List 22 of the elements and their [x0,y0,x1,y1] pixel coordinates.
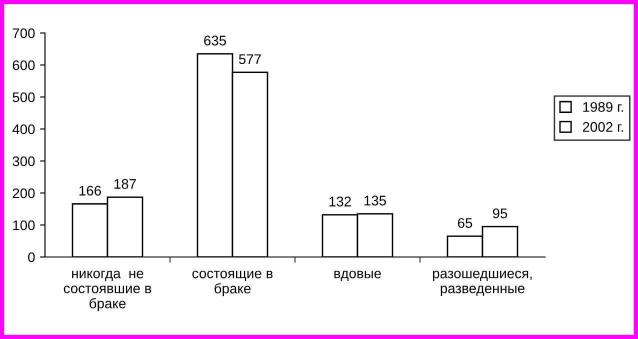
data-label: 132 [329,196,351,206]
legend-label: 2002 г. [582,122,623,132]
data-label: 635 [204,36,226,46]
y-tick-label: 0 [28,252,35,262]
data-label: 65 [458,218,472,228]
y-tick-label: 700 [12,28,35,38]
y-tick-label: 300 [12,156,35,166]
y-tick-label: 400 [12,124,35,134]
legend-label: 1989 г. [583,102,623,112]
y-tick-label: 200 [12,188,35,198]
x-tick-label: состоящие в браке [192,270,273,296]
x-tick-label: вдовые [334,270,381,281]
data-label: 95 [492,208,508,218]
data-label: 187 [114,179,136,189]
data-label: 135 [364,196,386,206]
x-tick-label: разошедшиеся, разведенные [432,270,532,296]
data-label: 577 [238,54,261,64]
data-label: 166 [79,186,101,196]
y-tick-label: 500 [12,92,35,102]
x-tick-label: никогда не состоявшие в браке [64,270,152,312]
y-tick-label: 100 [13,220,35,230]
y-tick-label: 600 [12,60,35,70]
